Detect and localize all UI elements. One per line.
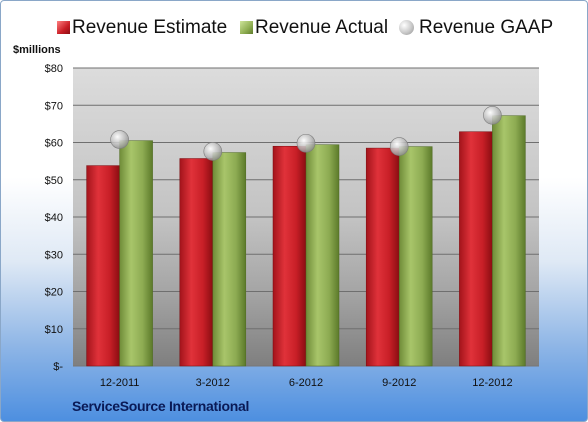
legend-label-gaap: Revenue GAAP [419,17,554,38]
company-name: ServiceSource International [72,398,250,414]
bar-revenue-estimate [86,165,120,367]
y-tick-label: $80 [45,63,63,75]
bar-revenue-actual [492,115,526,367]
legend-label-estimate: Revenue Estimate [72,17,228,38]
y-tick-label: $40 [45,212,63,224]
marker-revenue-gaap [296,133,316,153]
marker-revenue-gaap [110,130,129,149]
y-axis-ticks: $- $10 $20 $30 $40 $50 $60 $70 $80 [45,63,64,373]
bar-revenue-estimate [179,158,214,367]
bar-revenue-estimate [272,145,307,367]
x-tick-label: 3-2012 [196,377,230,389]
bar-revenue-estimate [365,147,400,367]
y-tick-label: $20 [45,287,63,299]
gaap-markers [110,106,502,161]
marker-revenue-gaap [483,106,502,125]
bar-revenue-actual [398,146,433,367]
y-tick-label: $50 [45,175,63,187]
x-tick-label: 6-2012 [289,377,323,389]
x-tick-label: 9-2012 [382,377,416,389]
legend-swatch-actual [240,21,253,34]
bar-revenue-estimate [459,131,493,367]
y-tick-label: $30 [45,249,63,261]
y-axis-units-label: $millions [13,44,61,56]
marker-revenue-gaap [389,137,409,156]
legend: Revenue Estimate Revenue Actual Revenue … [0,14,588,44]
y-tick-label: $10 [45,324,63,336]
y-tick-label: $- [53,361,63,373]
marker-revenue-gaap [203,142,223,161]
legend-swatch-gaap [399,20,414,35]
bar-revenue-actual [119,140,153,367]
legend-swatch-estimate [57,21,70,34]
bar-revenue-actual [305,144,340,367]
bars [86,115,526,367]
bar-revenue-actual [212,152,247,367]
x-tick-label: 12-2012 [472,377,512,389]
y-tick-label: $70 [45,100,63,112]
legend-label-actual: Revenue Actual [255,17,389,38]
y-tick-label: $60 [45,138,63,150]
x-axis-ticks: 12-2011 3-2012 6-2012 9-2012 12-2012 [100,377,513,389]
x-tick-label: 12-2011 [100,377,140,389]
